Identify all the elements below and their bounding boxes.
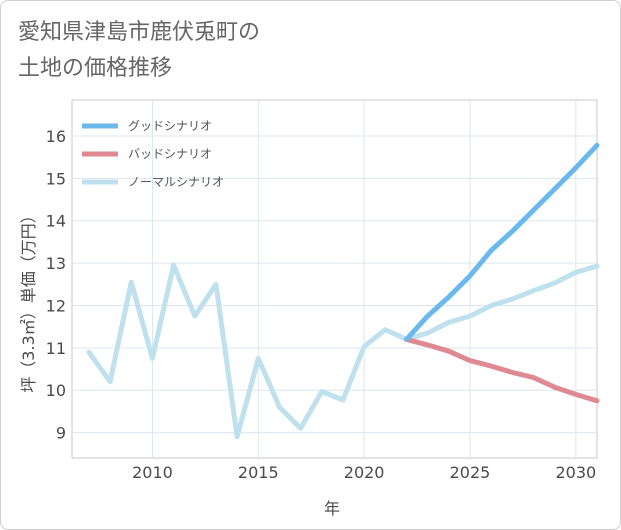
y-tick-label: 10 — [46, 381, 66, 400]
y-tick-label: 12 — [46, 296, 66, 315]
x-tick-label: 2015 — [238, 463, 279, 482]
series-line-0 — [404, 142, 600, 342]
y-tick-label: 15 — [46, 169, 66, 188]
chart-title: 愛知県津島市鹿伏兎町の 土地の価格推移 — [18, 15, 438, 87]
legend-label: ノーマルシナリオ — [128, 175, 224, 189]
chart-title-line1: 愛知県津島市鹿伏兎町の — [18, 20, 261, 45]
x-axis-label: 年 — [324, 499, 340, 518]
chart-title-line2: 土地の価格推移 — [18, 56, 173, 81]
y-tick-label: 13 — [46, 254, 66, 273]
x-tick-label: 2010 — [132, 463, 173, 482]
y-tick-label: 14 — [46, 212, 66, 231]
series-lines — [86, 142, 600, 440]
tick-labels: 9 10 11 12 13 14 15 16 2010 2015 2020 2025 2030 — [46, 127, 597, 482]
series-line-1 — [404, 336, 600, 404]
y-tick-label: 11 — [46, 339, 66, 358]
y-tick-label: 16 — [46, 127, 66, 146]
legend-label: グッドシナリオ — [128, 119, 212, 133]
series-line-2 — [86, 262, 600, 440]
x-tick-label: 2020 — [344, 463, 385, 482]
x-tick-label: 2025 — [450, 463, 491, 482]
y-tick-label: 9 — [56, 424, 66, 443]
y-axis-label: 坪（3.3㎡）単価（万円） — [19, 207, 38, 392]
legend-label: バッドシナリオ — [128, 147, 212, 161]
x-tick-label: 2030 — [555, 463, 596, 482]
